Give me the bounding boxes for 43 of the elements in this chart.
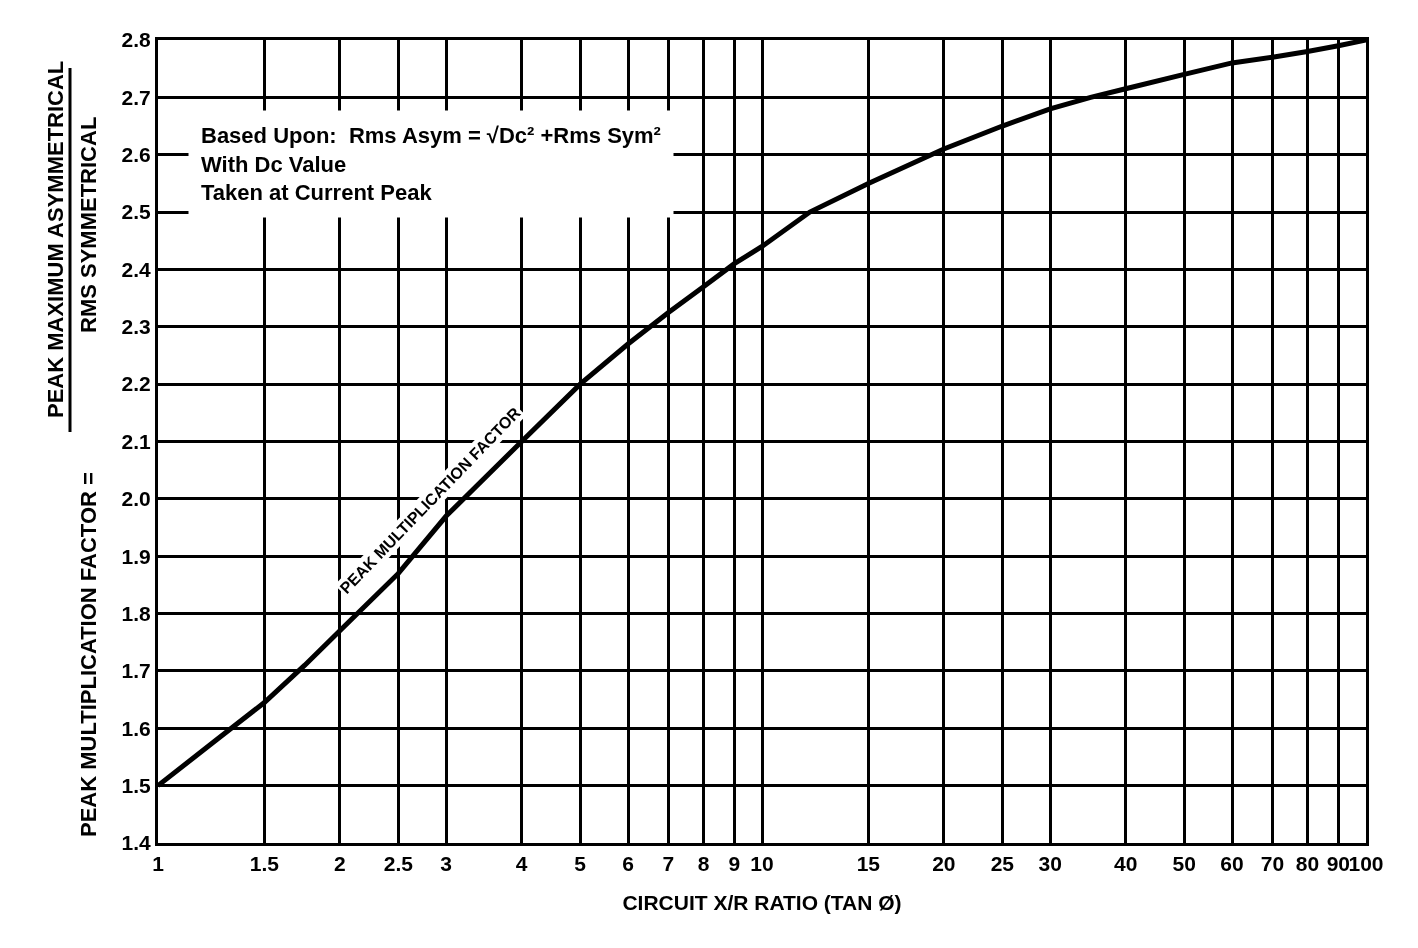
text: RMS SYMMETRICAL bbox=[76, 116, 101, 333]
x-tick-label: 25 bbox=[990, 852, 1015, 876]
x-tick-label: 60 bbox=[1220, 852, 1244, 876]
y-tick-label: 1.5 bbox=[121, 773, 152, 797]
y-tick-label: 2.5 bbox=[121, 200, 152, 224]
y-tick-label: 1.4 bbox=[121, 831, 152, 855]
y-tick-label: 1.8 bbox=[121, 601, 152, 625]
x-tick-label: 6 bbox=[622, 852, 634, 876]
y-axis-title: PEAK MULTIPLICATION FACTOR = bbox=[76, 472, 101, 837]
x-tick-label: 9 bbox=[728, 852, 741, 876]
y-tick-label: 2.2 bbox=[121, 372, 151, 396]
x-tick-label: 100 bbox=[1348, 852, 1384, 876]
y-tick-label: 1.9 bbox=[121, 544, 151, 568]
x-tick-label: 8 bbox=[697, 852, 710, 876]
y-tick-label: 2.6 bbox=[121, 143, 151, 167]
y-tick-label: 2.7 bbox=[121, 85, 151, 109]
x-tick-label: 40 bbox=[1113, 852, 1138, 876]
y-tick-label: 1.7 bbox=[121, 659, 151, 683]
x-tick-label: 5 bbox=[574, 852, 587, 876]
y-tick-label: 1.6 bbox=[121, 716, 151, 740]
x-tick-label: 4 bbox=[515, 852, 528, 876]
x-tick-label: 10 bbox=[750, 852, 774, 876]
x-tick-label: 7 bbox=[662, 852, 675, 876]
annotation: Based Upon: Rms Asym = √Dc² +Rms Sym² With Dc Value Taken at Current Peak bbox=[201, 123, 661, 206]
x-tick-label: 2 bbox=[333, 852, 346, 876]
x-tick-label: 80 bbox=[1295, 852, 1320, 876]
y-tick-label: 2.1 bbox=[121, 429, 152, 453]
x-tick-label: 15 bbox=[856, 852, 881, 876]
x-tick-label: 70 bbox=[1260, 852, 1285, 876]
x-tick-label: 3 bbox=[440, 852, 453, 876]
y-tick-label: 2.0 bbox=[121, 487, 151, 511]
x-tick-label: 20 bbox=[932, 852, 956, 876]
y-tick-label: 2.3 bbox=[121, 315, 151, 339]
text: PEAK MAXIMUM ASYMMETRICAL bbox=[43, 60, 68, 418]
y-tick-label: 2.4 bbox=[121, 257, 152, 281]
x-axis-title: CIRCUIT X/R RATIO (TAN Ø) bbox=[622, 891, 902, 915]
x-tick-label: 1 bbox=[152, 852, 165, 876]
x-tick-label: 2.5 bbox=[383, 852, 414, 876]
x-tick-label: 90 bbox=[1326, 852, 1351, 876]
x-tick-label: 1.5 bbox=[249, 852, 280, 876]
x-tick-label: 30 bbox=[1038, 852, 1062, 876]
x-tick-label: 50 bbox=[1172, 852, 1196, 876]
y-tick-label: 2.8 bbox=[121, 28, 152, 52]
